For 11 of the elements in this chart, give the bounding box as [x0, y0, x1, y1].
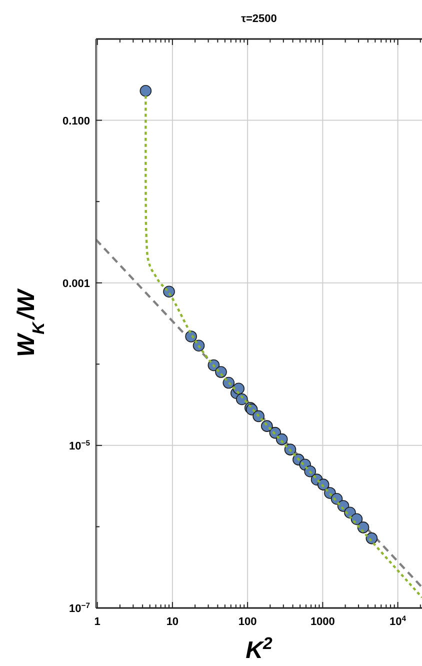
x-tick-label: 10: [166, 616, 179, 628]
y-tick-label: 10$^{−5}$: [68, 438, 91, 452]
y-tick-label: 0.100: [62, 115, 90, 128]
x-axis-title: K$^{2}$: [246, 634, 273, 664]
x-tick-label: 1: [94, 616, 100, 628]
y-tick-label: 10$^{−7}$: [68, 600, 90, 615]
x-tick-label: 100: [238, 616, 257, 628]
x-tick-label: 10$^{4}$: [390, 614, 407, 628]
chart-title: τ=2500: [241, 13, 277, 25]
x-tick-label: 1000: [310, 616, 335, 628]
y-tick-label: 0.001: [62, 278, 90, 290]
